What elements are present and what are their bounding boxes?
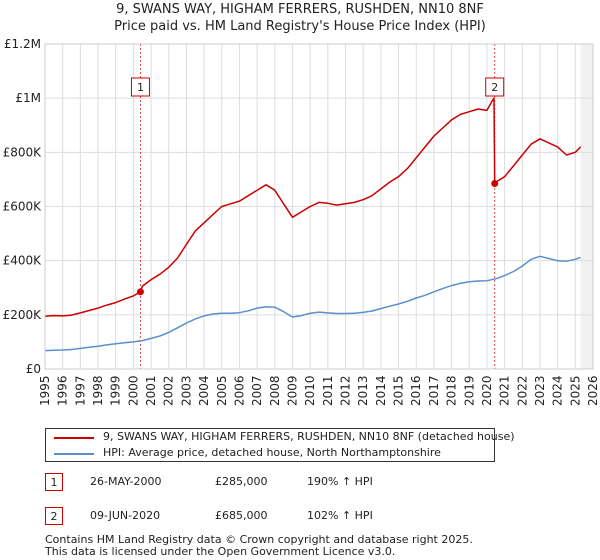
x-tick-label: 2003 — [179, 375, 193, 406]
x-tick-label: 2017 — [427, 375, 441, 406]
sale-number-label: 1 — [137, 81, 144, 94]
sale-price: £285,000 — [215, 475, 268, 488]
x-tick-label: 2013 — [356, 375, 370, 406]
sale-number-badge: 1 — [45, 473, 63, 491]
x-tick-label: 2007 — [250, 375, 264, 406]
x-tick-label: 1999 — [109, 375, 123, 406]
sale-number-label: 2 — [491, 81, 498, 94]
x-tick-label: 1997 — [73, 375, 87, 406]
x-tick-label: 2012 — [339, 375, 353, 406]
x-tick-label: 2010 — [303, 375, 317, 406]
x-tick-label: 2006 — [232, 375, 246, 406]
sale-hpi-change: 190% ↑ HPI — [307, 475, 373, 488]
footer-licence: This data is licensed under the Open Gov… — [45, 545, 396, 558]
x-tick-label: 2024 — [551, 375, 565, 406]
sale-point — [491, 179, 499, 187]
footer-copyright: Contains HM Land Registry data © Crown c… — [45, 533, 473, 546]
y-tick-label: £0 — [26, 362, 41, 376]
sale-point — [136, 288, 144, 296]
sale-hpi-change: 102% ↑ HPI — [307, 509, 373, 522]
x-tick-label: 2025 — [568, 375, 582, 406]
x-tick-label: 2002 — [162, 375, 176, 406]
x-tick-label: 1996 — [56, 375, 70, 406]
x-tick-label: 2022 — [515, 375, 529, 406]
x-tick-label: 2004 — [197, 375, 211, 406]
x-tick-label: 1998 — [91, 375, 105, 406]
hpi-line — [44, 255, 581, 352]
x-tick-label: 2019 — [462, 375, 476, 406]
y-tick-label: £600K — [3, 200, 43, 214]
x-tick-label: 2011 — [321, 375, 335, 406]
sale-date: 26-MAY-2000 — [90, 475, 162, 488]
sale-date: 09-JUN-2020 — [90, 509, 161, 522]
chart-subtitle: Price paid vs. HM Land Registry's House … — [114, 19, 486, 34]
plot-border — [44, 43, 594, 370]
y-tick-label: £400K — [3, 254, 43, 268]
legend: 9, SWANS WAY, HIGHAM FERRERS, RUSHDEN, N… — [45, 428, 515, 462]
footer: Contains HM Land Registry data © Crown c… — [45, 534, 473, 558]
x-tick-label: 2001 — [144, 375, 158, 406]
legend-swatch-hpi — [54, 453, 94, 455]
sale-number-box — [130, 77, 150, 97]
x-tick-label: 1995 — [38, 375, 52, 406]
x-tick-label: 2026 — [586, 375, 600, 406]
x-tick-label: 2014 — [374, 375, 388, 406]
y-tick-label: £800K — [3, 145, 43, 159]
x-tick-label: 2021 — [498, 375, 512, 406]
legend-swatch-property — [54, 437, 94, 439]
legend-label-hpi: HPI: Average price, detached house, Nort… — [103, 446, 441, 459]
y-tick-label: £1M — [15, 91, 41, 105]
x-tick-label: 2018 — [445, 375, 459, 406]
sale-price: £685,000 — [215, 509, 268, 522]
x-tick-label: 2023 — [533, 375, 547, 406]
x-tick-label: 2016 — [409, 375, 423, 406]
x-tick-label: 2000 — [126, 375, 140, 406]
x-tick-label: 2005 — [215, 375, 229, 406]
legend-label-property: 9, SWANS WAY, HIGHAM FERRERS, RUSHDEN, N… — [103, 430, 515, 443]
y-tick-label: £200K — [3, 308, 43, 322]
x-tick-label: 2020 — [480, 375, 494, 406]
x-tick-label: 2009 — [285, 375, 299, 406]
chart-title: 9, SWANS WAY, HIGHAM FERRERS, RUSHDEN, N… — [116, 2, 484, 17]
y-tick-label: £1.2M — [4, 37, 41, 51]
sale-number-badge: 2 — [45, 507, 63, 525]
x-tick-label: 2008 — [268, 375, 282, 406]
x-tick-label: 2015 — [392, 375, 406, 406]
sale-number-box — [485, 77, 505, 97]
